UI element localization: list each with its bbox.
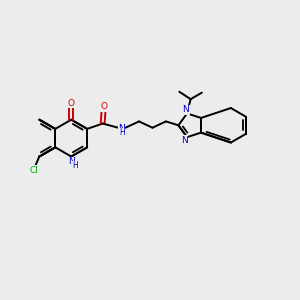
Text: N: N	[181, 136, 188, 145]
Text: H: H	[119, 128, 124, 137]
Text: O: O	[68, 99, 75, 108]
Text: N: N	[68, 157, 75, 166]
Text: H: H	[72, 161, 78, 170]
Text: Cl: Cl	[30, 166, 39, 175]
Text: O: O	[100, 102, 108, 111]
Text: N: N	[182, 105, 189, 114]
Text: N: N	[118, 124, 125, 133]
